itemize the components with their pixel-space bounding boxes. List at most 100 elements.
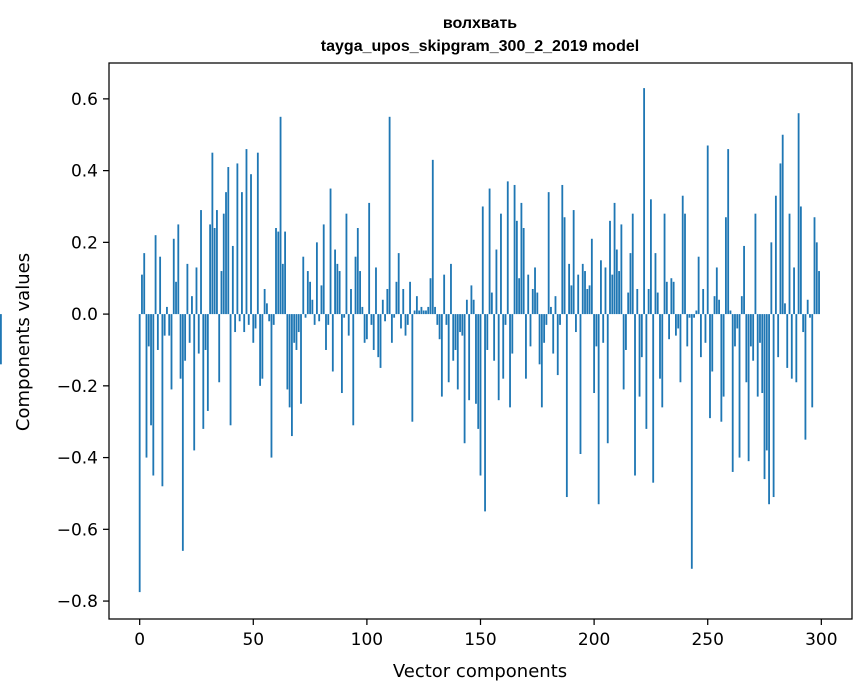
bar — [381, 299, 384, 315]
bar — [415, 296, 418, 315]
bar — [752, 314, 755, 361]
bar — [411, 314, 414, 422]
bar — [427, 306, 430, 315]
bar — [286, 314, 289, 390]
bar — [463, 314, 466, 444]
bar — [354, 256, 357, 315]
bar — [761, 314, 764, 394]
bar-series — [0, 88, 820, 593]
bar — [188, 314, 191, 343]
bar — [793, 267, 795, 315]
bar — [634, 314, 636, 476]
bar — [686, 314, 689, 347]
bar — [770, 242, 773, 315]
bar — [250, 174, 252, 315]
bar — [422, 310, 425, 315]
bar — [627, 292, 630, 315]
bar — [166, 306, 168, 315]
bar — [325, 314, 327, 350]
bar — [500, 213, 502, 315]
bar — [302, 256, 305, 315]
bar — [688, 314, 691, 318]
bar — [534, 267, 536, 315]
bar — [331, 314, 334, 372]
y-tick-label: 0.6 — [71, 90, 98, 110]
bar — [656, 292, 659, 315]
bar — [777, 314, 780, 358]
bar — [497, 314, 500, 401]
bar — [245, 149, 248, 315]
bar — [236, 163, 239, 315]
bar — [670, 278, 673, 315]
bar — [525, 314, 527, 379]
bar — [740, 296, 743, 315]
bar — [536, 292, 539, 315]
bar — [409, 281, 411, 315]
bar — [581, 263, 584, 315]
bar — [406, 314, 409, 325]
bar — [818, 271, 820, 315]
bar — [447, 314, 450, 383]
bar — [288, 314, 291, 408]
bar — [604, 267, 607, 315]
bar — [206, 314, 209, 411]
bar — [261, 314, 264, 379]
bar — [279, 116, 282, 315]
bar — [672, 281, 675, 315]
bar — [272, 314, 275, 325]
bar — [759, 314, 761, 343]
bar — [729, 310, 732, 315]
bar — [609, 220, 611, 315]
bar — [300, 314, 302, 404]
bar — [584, 271, 586, 315]
bar — [220, 271, 223, 315]
bar — [175, 281, 177, 315]
bar — [650, 199, 652, 315]
bar — [209, 224, 212, 315]
bar — [749, 314, 752, 347]
bar — [679, 314, 682, 383]
bar — [434, 306, 436, 315]
bar — [345, 213, 348, 315]
bar — [356, 228, 359, 315]
bar — [306, 271, 309, 315]
bar — [259, 314, 262, 386]
bar — [550, 306, 552, 315]
bar — [454, 314, 457, 350]
bar — [731, 314, 734, 472]
bar — [368, 202, 371, 315]
bar — [693, 314, 695, 318]
bar — [377, 314, 380, 358]
bar — [720, 314, 723, 422]
bar — [197, 314, 200, 354]
bar — [179, 314, 182, 379]
bar — [211, 152, 214, 315]
bar — [588, 285, 591, 315]
y-tick-label: 0.0 — [71, 305, 98, 325]
bar — [579, 314, 582, 454]
bar — [736, 314, 739, 329]
bar — [506, 181, 509, 315]
bar — [504, 314, 507, 325]
bar — [161, 314, 164, 487]
bar — [470, 285, 473, 315]
bar — [724, 217, 727, 315]
bar — [488, 188, 491, 315]
chart-title: волхвать — [443, 15, 517, 32]
bar — [631, 213, 634, 315]
bar — [159, 256, 162, 315]
y-tick-label: −0.4 — [57, 449, 98, 469]
bar — [443, 274, 446, 315]
y-tick-label: −0.2 — [57, 377, 98, 397]
bar — [613, 202, 616, 315]
bar — [790, 314, 793, 379]
bar — [413, 310, 416, 315]
bar — [156, 314, 159, 350]
bar — [797, 113, 800, 315]
bar — [181, 314, 184, 551]
bar — [774, 195, 777, 315]
bar — [704, 314, 707, 343]
bar — [327, 314, 330, 325]
bar — [572, 210, 575, 315]
